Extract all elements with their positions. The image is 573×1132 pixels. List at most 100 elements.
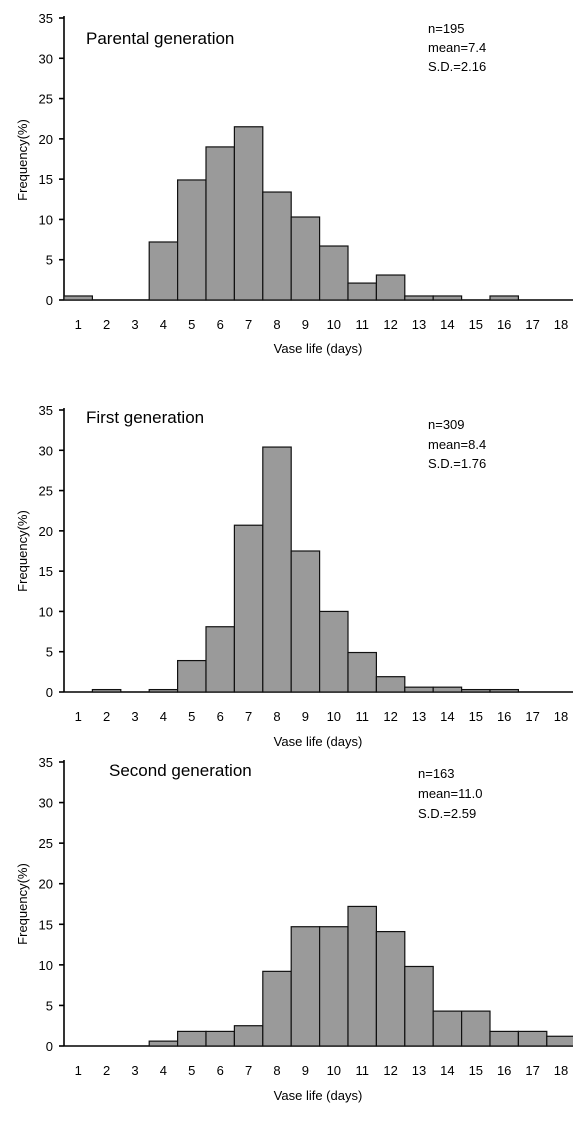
y-tick-label: 35 [39,11,53,26]
y-tick-label: 5 [46,998,53,1013]
y-tick-label: 0 [46,1039,53,1054]
histogram-bar [148,1040,179,1047]
x-tick-label: 9 [302,1063,309,1078]
x-tick-label: 10 [327,317,341,332]
y-tick-label: 30 [39,51,53,66]
x-tick-label: 13 [412,1063,426,1078]
y-tick-label: 35 [39,403,53,418]
x-tick-label: 2 [103,317,110,332]
stats-line: mean=8.4 [428,437,486,452]
x-tick-label: 3 [131,1063,138,1078]
histogram-bar [546,1035,573,1047]
x-tick-label: 3 [131,317,138,332]
y-axis-label: Frequency(%) [15,119,30,201]
histogram-bar [347,651,377,693]
histogram-bar [347,905,377,1047]
y-tick-label: 10 [39,212,53,227]
y-tick-label: 5 [46,253,53,268]
histogram-bar [517,1030,548,1047]
x-axis-label: Vase life (days) [274,734,363,749]
x-tick-label: 18 [554,317,568,332]
histogram-bar [262,446,292,693]
stats-line: mean=11.0 [418,786,482,801]
histogram-bar [148,241,179,301]
x-tick-label: 7 [245,709,252,724]
histogram-bar [461,1010,491,1047]
histogram-bar [290,216,321,301]
histogram-bar [177,179,207,301]
histogram-bar [489,295,519,301]
y-tick-label: 10 [39,604,53,619]
histogram-bar [319,610,349,693]
histogram-bar [233,126,264,301]
x-tick-label: 5 [188,709,195,724]
x-axis-label: Vase life (days) [274,1088,363,1103]
stats-line: S.D.=2.16 [428,59,486,74]
x-tick-label: 10 [327,1063,341,1078]
y-tick-label: 20 [39,132,53,147]
x-tick-label: 9 [302,317,309,332]
x-tick-label: 2 [103,1063,110,1078]
x-tick-label: 17 [525,709,539,724]
x-tick-label: 14 [440,317,454,332]
x-tick-label: 10 [327,709,341,724]
histogram-bar [319,245,349,301]
panel-title: Parental generation [86,29,234,48]
x-tick-label: 4 [160,709,167,724]
histogram-bar [404,295,434,301]
x-tick-label: 6 [217,709,224,724]
histogram-bar [205,626,235,693]
stats-line: S.D.=2.59 [418,806,476,821]
histogram-bar [233,1025,264,1047]
x-tick-label: 18 [554,1063,568,1078]
x-tick-label: 8 [273,317,280,332]
stats-line: n=163 [418,766,455,781]
y-tick-label: 20 [39,877,53,892]
x-tick-label: 2 [103,709,110,724]
panel-title: First generation [86,408,204,427]
x-tick-label: 8 [273,709,280,724]
histogram-bar [91,688,122,693]
x-tick-label: 7 [245,317,252,332]
histogram-bar [148,688,179,693]
x-tick-label: 16 [497,1063,511,1078]
x-tick-label: 12 [383,317,397,332]
histogram-bar [233,524,264,693]
x-tick-label: 7 [245,1063,252,1078]
histogram-bar [432,686,463,693]
histogram-bar [205,146,235,301]
x-tick-label: 6 [217,1063,224,1078]
histogram-bar [347,282,377,301]
x-tick-label: 15 [469,317,483,332]
y-tick-label: 15 [39,564,53,579]
x-tick-label: 1 [75,317,82,332]
histogram-bar [290,926,321,1047]
x-tick-label: 13 [412,317,426,332]
y-tick-label: 0 [46,685,53,700]
x-tick-label: 16 [497,709,511,724]
histogram-bar [461,688,491,693]
x-tick-label: 9 [302,709,309,724]
x-tick-label: 3 [131,709,138,724]
histogram-bar [489,1030,519,1047]
y-tick-label: 0 [46,293,53,308]
x-tick-label: 4 [160,1063,167,1078]
histogram-bar [432,1010,463,1047]
x-tick-label: 14 [440,1063,454,1078]
x-tick-label: 8 [273,1063,280,1078]
y-tick-label: 15 [39,172,53,187]
y-tick-label: 25 [39,92,53,107]
x-tick-label: 5 [188,317,195,332]
x-axis-label: Vase life (days) [274,341,363,356]
histogram-bar [205,1030,235,1047]
x-tick-label: 14 [440,709,454,724]
y-tick-label: 5 [46,645,53,660]
y-tick-label: 25 [39,836,53,851]
stats-line: S.D.=1.76 [428,456,486,471]
x-tick-label: 11 [355,709,369,724]
y-tick-label: 35 [39,755,53,770]
x-tick-label: 1 [75,709,82,724]
